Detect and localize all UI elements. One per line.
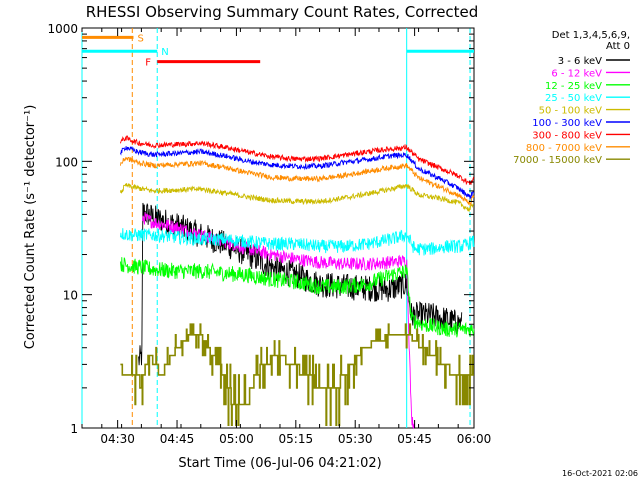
state-bar-label-4: F xyxy=(145,58,151,69)
x-tick-label: 05:45 xyxy=(397,432,432,446)
x-tick-label: 06:00 xyxy=(457,432,492,446)
x-tick-label: 05:00 xyxy=(219,432,254,446)
legend-entry-7: 300 - 800 keV xyxy=(532,130,602,141)
series-line-6 xyxy=(119,146,475,200)
generation-timestamp: 16-Oct-2021 02:06 xyxy=(562,469,638,478)
x-tick-label: 05:30 xyxy=(338,432,373,446)
legend-entry-3: 12 - 25 keV xyxy=(545,81,602,92)
series-line-5 xyxy=(119,183,475,213)
state-bar-label-2: N xyxy=(161,47,168,58)
x-tick-label: 05:15 xyxy=(279,432,314,446)
y-tick-label: 1 xyxy=(70,422,78,436)
x-tick-label: 04:30 xyxy=(100,432,135,446)
legend-header-line: Att 0 xyxy=(606,41,630,52)
legend-entry-2: 6 - 12 keV xyxy=(551,68,602,79)
series-line-4 xyxy=(119,228,475,256)
state-bar-label-1: S xyxy=(137,33,143,44)
y-axis-label: Corrected Count Rate (s⁻¹ detector⁻¹) xyxy=(23,105,38,350)
legend-entry-8: 800 - 7000 keV xyxy=(526,143,602,154)
y-tick-label: 10 xyxy=(63,289,78,303)
legend-entry-1: 3 - 6 keV xyxy=(558,56,602,67)
legend-entry-4: 25 - 50 keV xyxy=(545,93,602,104)
x-tick-label: 04:45 xyxy=(160,432,195,446)
series-line-7 xyxy=(119,135,475,186)
chart-title: RHESSI Observing Summary Count Rates, Co… xyxy=(86,3,479,21)
series-line-9 xyxy=(120,323,474,426)
y-tick-label: 100 xyxy=(55,155,78,169)
series-line-2 xyxy=(142,212,415,430)
legend-entry-6: 100 - 300 keV xyxy=(532,118,602,129)
x-axis-label: Start Time (06-Jul-06 04:21:02) xyxy=(178,456,381,471)
legend-header-line: Det 1,3,4,5,6,9, xyxy=(552,30,630,41)
y-tick-label: 1000 xyxy=(47,22,78,36)
series-line-3 xyxy=(119,257,475,338)
legend-entry-9: 7000 - 15000 keV xyxy=(513,155,602,166)
legend-entry-5: 50 - 100 keV xyxy=(539,106,603,117)
series-line-8 xyxy=(119,156,475,207)
